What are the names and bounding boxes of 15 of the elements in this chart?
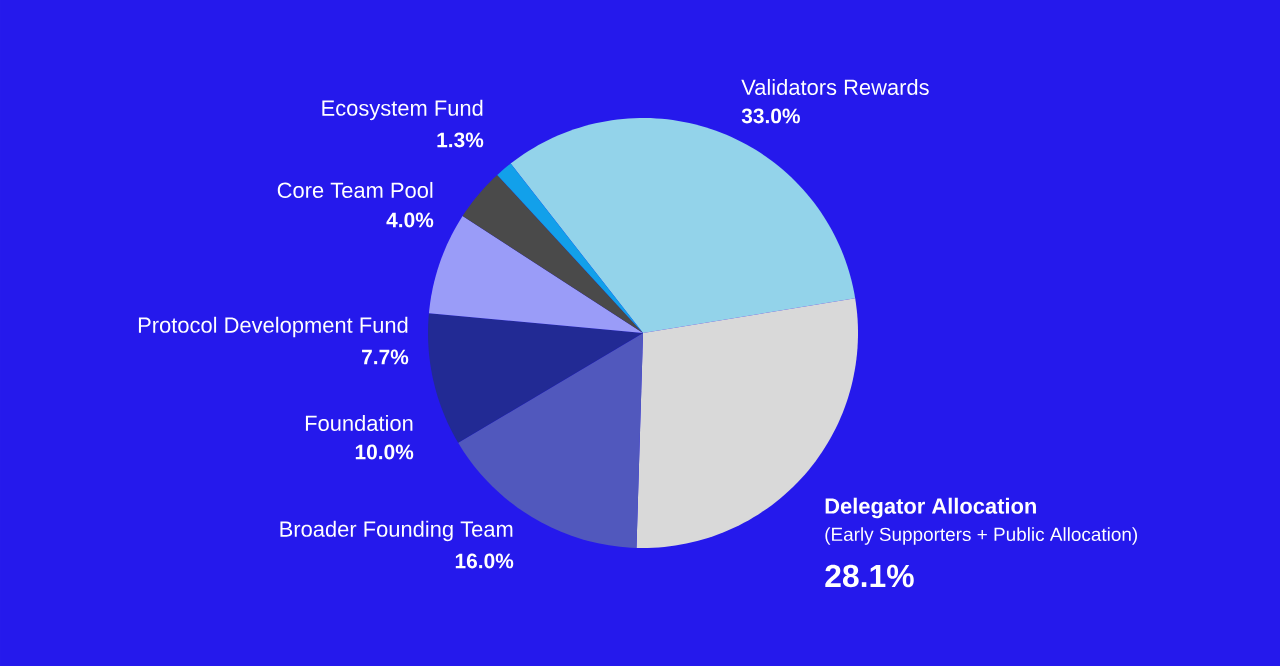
slice-label: Delegator Allocation bbox=[825, 497, 1036, 519]
text: (Early Supporters + Public Allocation) bbox=[825, 527, 1138, 545]
data-label: 16.0% bbox=[455, 553, 514, 569]
slice-label: Broader Founding Team bbox=[280, 520, 513, 542]
slice-label: Protocol Development Fund bbox=[138, 316, 408, 338]
data-label: 28.1% bbox=[825, 564, 914, 588]
data-label: 1.3% bbox=[437, 132, 484, 148]
slice-label: Foundation bbox=[305, 414, 413, 432]
slice-label: Core Team Pool bbox=[277, 181, 433, 199]
data-label: 10.0% bbox=[355, 444, 414, 460]
data-label: 33.0% bbox=[741, 108, 800, 124]
slice-label: Ecosystem Fund bbox=[322, 99, 483, 121]
slice-label: Validators Rewards bbox=[741, 78, 929, 96]
data-label: 7.7% bbox=[362, 349, 409, 365]
data-label: 4.0% bbox=[386, 212, 434, 228]
